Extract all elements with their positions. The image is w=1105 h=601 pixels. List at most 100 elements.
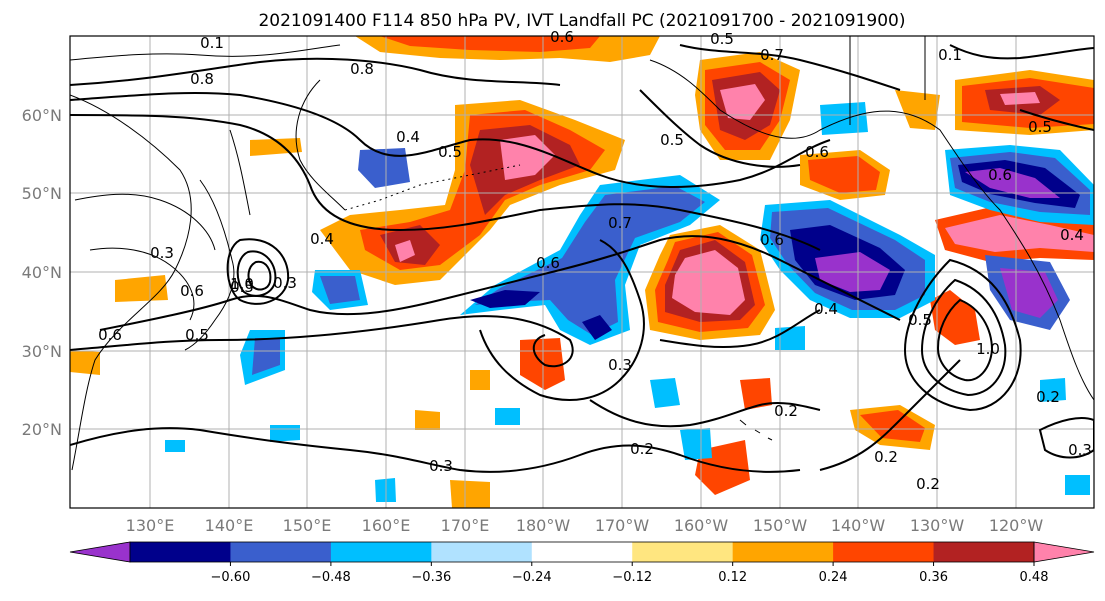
contour-label: 1.0 <box>230 275 254 293</box>
lon-label-180w: 180°W <box>516 516 571 535</box>
ivt-contours-thin <box>70 44 341 321</box>
coastlines <box>70 36 1094 471</box>
contour-label: 0.1 <box>938 46 962 64</box>
contour-label: 0.5 <box>230 278 254 296</box>
shade-blue <box>358 148 410 188</box>
shade-purple <box>1000 268 1058 318</box>
coastline-north-america <box>649 59 1094 401</box>
contour-line <box>1019 109 1094 131</box>
shade-orange <box>450 480 490 508</box>
lat-label-40n: 40°N <box>22 263 62 282</box>
colorbar-tick-label: 0.48 <box>1020 570 1049 585</box>
coastline-kamchatka <box>295 79 346 211</box>
contour-label: 0.6 <box>805 143 829 161</box>
lat-label-50n: 50°N <box>22 184 62 203</box>
shade-red <box>740 378 772 410</box>
map-frame <box>69 35 1095 509</box>
colorbar-tick-label: −0.12 <box>612 570 652 585</box>
contour-line <box>949 44 1094 60</box>
contour-line <box>936 298 994 382</box>
colorbar-segment <box>732 542 834 562</box>
shade-red <box>930 290 980 345</box>
contour-labels: 0.1 0.6 0.5 0.7 0.1 0.8 0.8 0.4 0.5 0.5 0.6 0.7 0.6 0… <box>98 28 1092 493</box>
contour-line <box>639 89 801 168</box>
contour-line <box>70 427 801 473</box>
colorbar-extend-high <box>1033 541 1095 563</box>
contour-label: 0.2 <box>916 475 940 493</box>
contour-label: 0.4 <box>396 128 420 146</box>
colorbar-segment <box>330 542 432 562</box>
contour-line <box>70 44 341 61</box>
contour-label: 0.5 <box>438 143 462 161</box>
colorbar-segment <box>632 542 734 562</box>
lon-label-170e: 170°E <box>441 516 490 535</box>
colorbar-boxes <box>69 541 1095 563</box>
map-panel: 0.1 0.6 0.5 0.7 0.1 0.8 0.8 0.4 0.5 0.5 0.6 0.7 0.6 0… <box>69 28 1095 509</box>
shade-pink <box>720 84 765 120</box>
contour-line <box>479 239 645 401</box>
coastline-sakhalin <box>229 129 251 216</box>
contour-label: 0.5 <box>1028 118 1052 136</box>
shade-navy <box>470 290 612 340</box>
contour-label: 0.2 <box>874 448 898 466</box>
lon-label-140e: 140°E <box>205 516 254 535</box>
contour-label: 0.2 <box>630 440 654 458</box>
lat-label-60n: 60°N <box>22 106 62 125</box>
colorbar-tick-label: −0.60 <box>211 570 251 585</box>
lat-label-20n: 20°N <box>22 420 62 439</box>
pv-shading <box>70 36 1094 508</box>
colorbar: −0.60 −0.48 −0.36 −0.24 −0.12 0.12 0.24 0.36 0.4… <box>69 541 1095 585</box>
contour-label: 0.7 <box>760 46 784 64</box>
lon-label-140w: 140°W <box>831 516 886 535</box>
longitude-labels: 130°E 140°E 150°E 160°E 170°E 180°W 170°… <box>126 516 1044 535</box>
shade-pink <box>672 250 745 315</box>
colorbar-segment <box>531 542 633 562</box>
contour-label: 0.3 <box>608 356 632 374</box>
graticule <box>70 36 1094 508</box>
contour-line <box>1038 417 1094 459</box>
contour-line <box>226 238 290 305</box>
lon-label-130w: 130°W <box>910 516 965 535</box>
contour-line <box>903 258 1022 412</box>
contour-label: 0.4 <box>1060 226 1084 244</box>
colorbar-frame <box>129 541 1035 563</box>
colorbar-ticks: −0.60 −0.48 −0.36 −0.24 −0.12 0.12 0.24 0.36 0.4… <box>211 562 1049 585</box>
shade-purple <box>965 168 1060 198</box>
shade-pink <box>945 215 1094 252</box>
coastline-asia <box>70 94 192 471</box>
contour-label: 0.6 <box>550 28 574 46</box>
contour-label: 0.2 <box>774 402 798 420</box>
border-lines <box>849 36 926 125</box>
contour-label: 0.3 <box>150 244 174 262</box>
contour-label: 1.0 <box>976 340 1000 358</box>
colorbar-tick-label: 0.12 <box>718 570 747 585</box>
colorbar-segment <box>431 542 533 562</box>
lon-label-120w: 120°W <box>989 516 1044 535</box>
contour-line <box>679 44 901 91</box>
contour-line <box>89 247 195 321</box>
contour-line <box>99 235 901 331</box>
contour-label: 0.3 <box>429 457 453 475</box>
contour-label: 0.6 <box>536 254 560 272</box>
contour-line <box>589 399 821 428</box>
contour-label: 0.5 <box>660 131 684 149</box>
lon-label-160e: 160°E <box>362 516 411 535</box>
shade-red <box>808 156 880 193</box>
lon-label-160w: 160°W <box>674 516 729 535</box>
figure-title: 2021091400 F114 850 hPa PV, IVT Landfall… <box>258 11 905 31</box>
lon-label-170w: 170°W <box>595 516 650 535</box>
contour-label: 0.3 <box>1068 441 1092 459</box>
contour-line <box>659 309 821 349</box>
ivt-contours <box>70 44 1094 473</box>
colorbar-segment <box>933 542 1035 562</box>
map-content <box>70 36 1094 508</box>
colorbar-tick-label: 0.24 <box>819 570 848 585</box>
contour-label: 0.2 <box>1036 388 1060 406</box>
aleutian-islands <box>344 164 521 211</box>
contour-label: 0.6 <box>98 326 122 344</box>
contour-line <box>74 193 216 251</box>
contour-line <box>247 260 272 291</box>
contour-label: 0.6 <box>988 166 1012 184</box>
colorbar-segment <box>230 542 332 562</box>
